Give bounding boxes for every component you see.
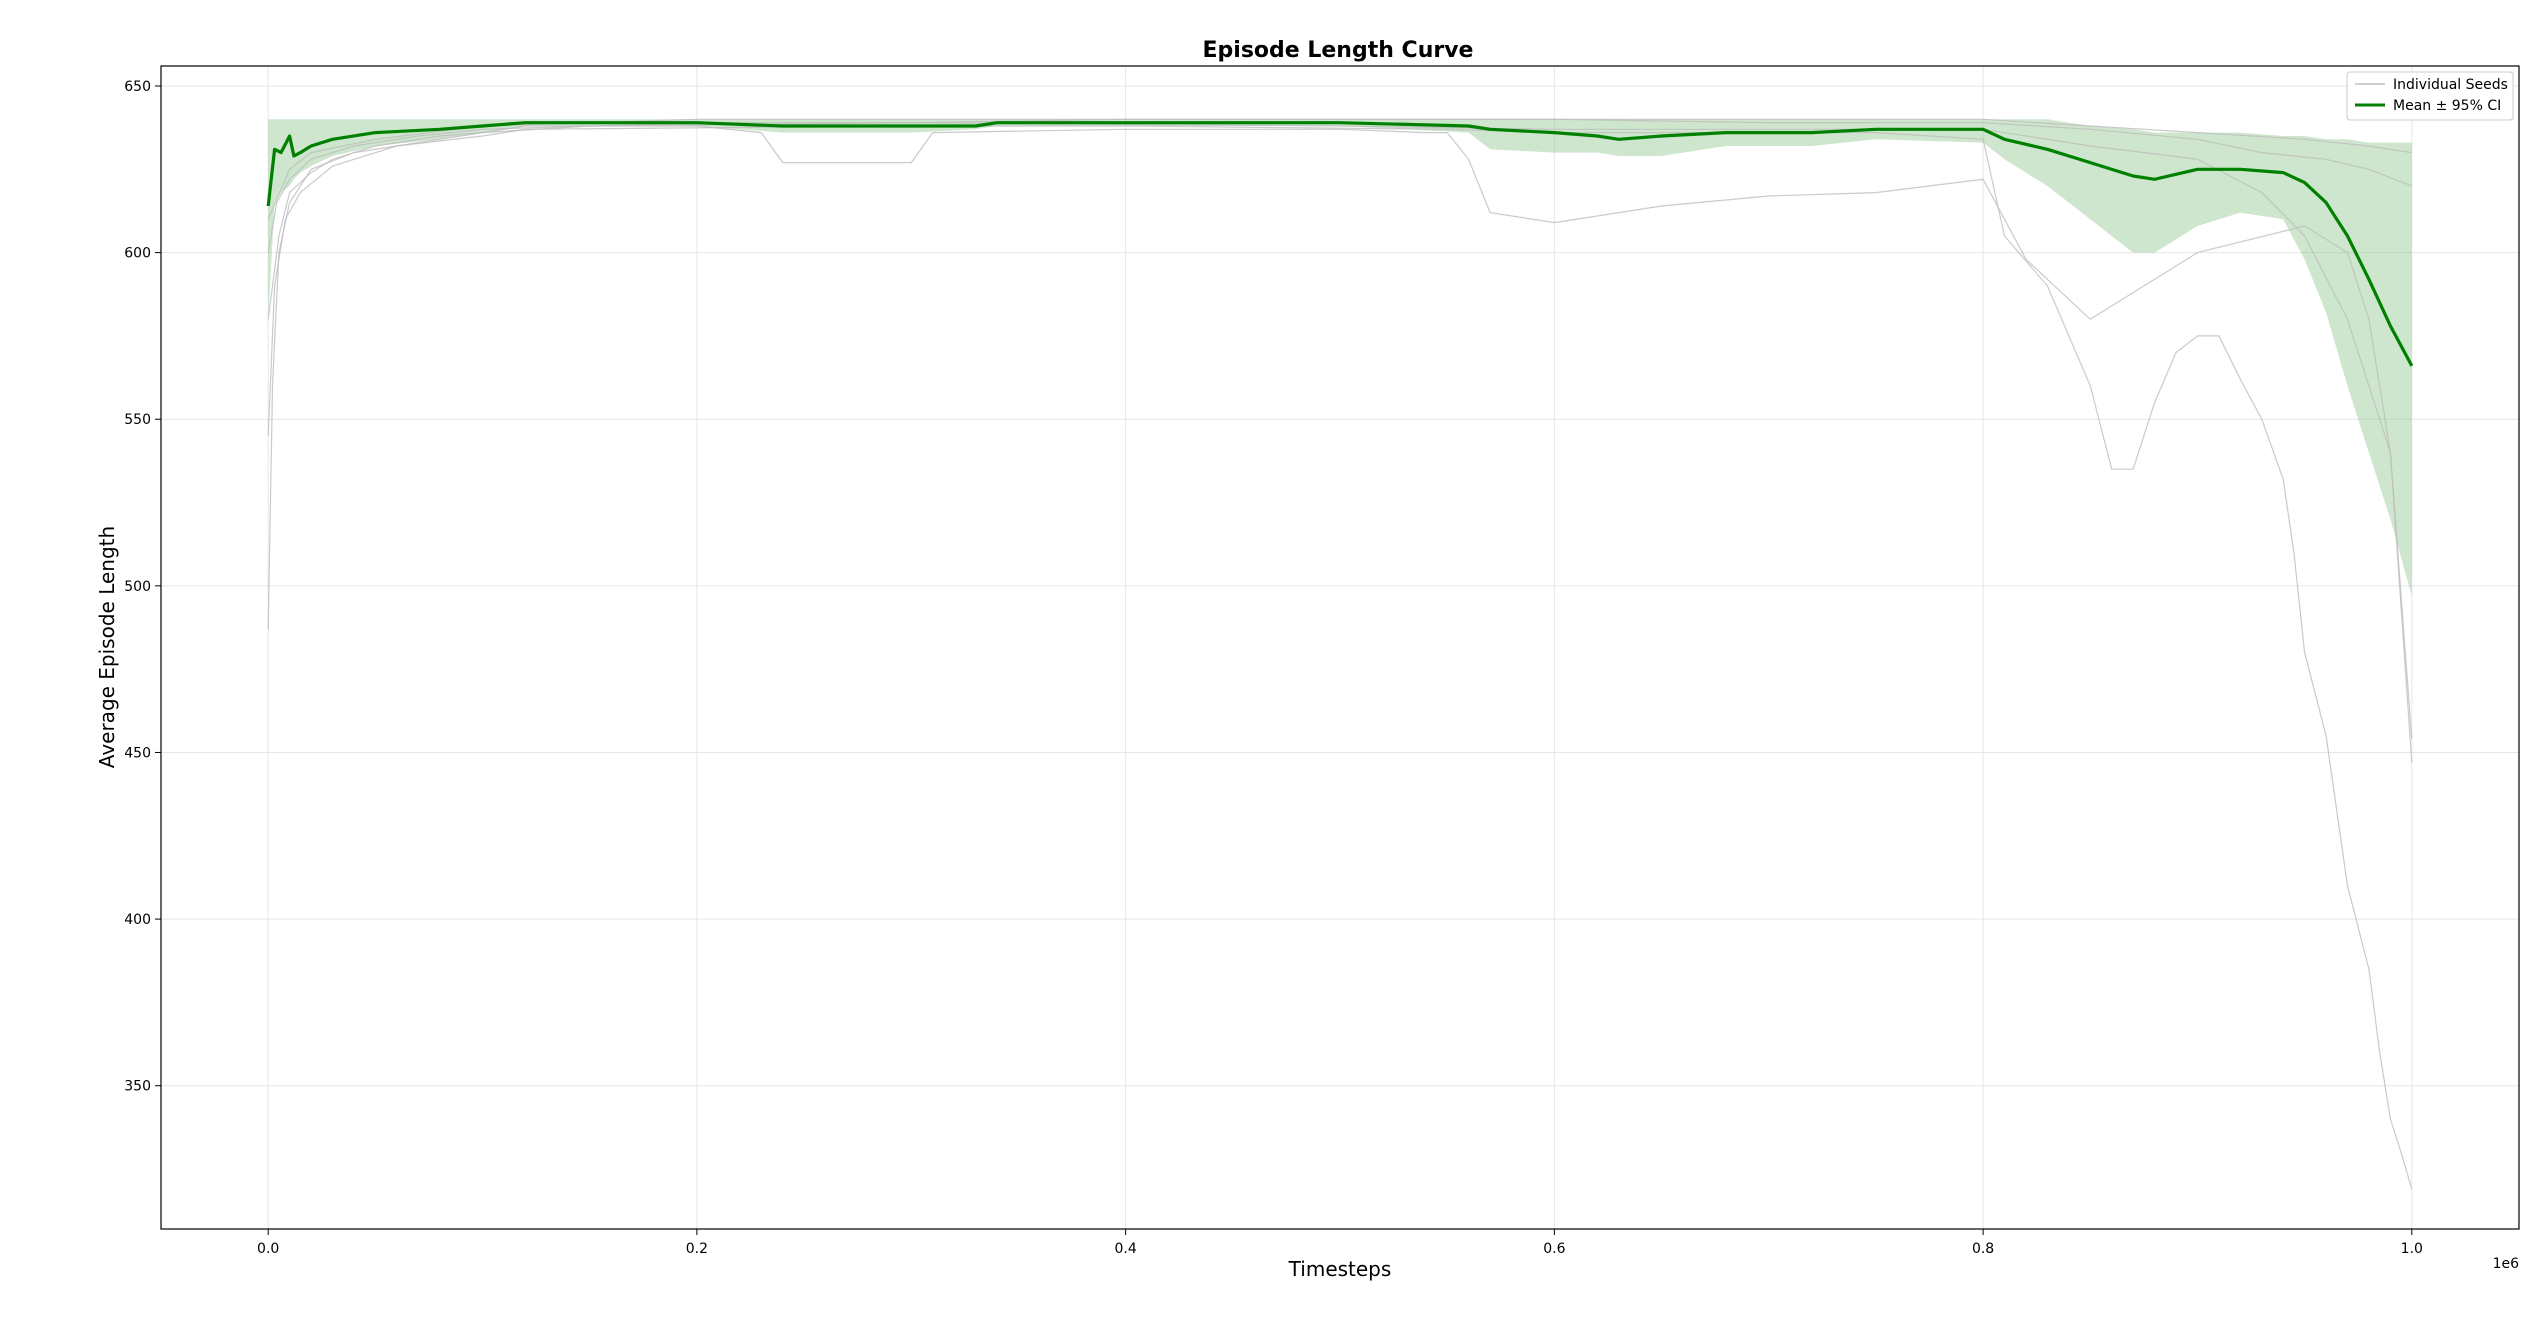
- plot-frame: [160, 65, 2520, 1230]
- y-tick-label: 650: [124, 79, 151, 95]
- seed-line-2: [267, 125, 2413, 1190]
- confidence-band-layer: [268, 119, 2412, 596]
- x-axis-label: Timesteps: [1288, 1257, 1392, 1281]
- grid-lines: [161, 66, 2519, 1229]
- y-tick-label: 600: [124, 246, 151, 262]
- y-axis-ticks: 350 400 450 500 550 600 650: [124, 79, 161, 1095]
- legend-box: [2346, 71, 2514, 121]
- mean-line-layer: [266, 121, 2414, 367]
- x-axis-ticks: 0.0 0.2 0.4 0.6 0.8 1.0: [257, 1229, 2423, 1257]
- seed-lines-layer: [267, 118, 2413, 1190]
- legend-seed-label: Individual Seeds: [2393, 77, 2508, 93]
- mean-line: [266, 121, 2414, 367]
- y-axis-label: Average Episode Length: [95, 526, 119, 768]
- y-tick-label: 350: [124, 1079, 151, 1095]
- seed-line-5: [267, 118, 2412, 220]
- y-tick-label: 500: [124, 579, 151, 595]
- x-tick-label: 0.0: [257, 1241, 279, 1257]
- x-tick-label: 0.8: [1972, 1241, 1994, 1257]
- x-tick-label: 0.4: [1115, 1241, 1137, 1257]
- y-tick-label: 450: [124, 745, 151, 761]
- ci-band: [268, 119, 2412, 596]
- x-tick-label: 1.0: [2401, 1241, 2423, 1257]
- seed-line-3: [267, 122, 2413, 763]
- chart-title: Episode Length Curve: [1203, 38, 1474, 63]
- x-axis-scale-label: 1e6: [2493, 1256, 2520, 1272]
- x-tick-label: 0.6: [1543, 1241, 1565, 1257]
- legend-mean-label: Mean ± 95% CI: [2393, 98, 2501, 114]
- y-tick-label: 400: [124, 912, 151, 928]
- x-tick-label: 0.2: [686, 1241, 708, 1257]
- seed-line-1: [267, 125, 2413, 740]
- y-tick-label: 550: [124, 412, 151, 428]
- legend: Individual Seeds Mean ± 95% CI: [2346, 71, 2514, 121]
